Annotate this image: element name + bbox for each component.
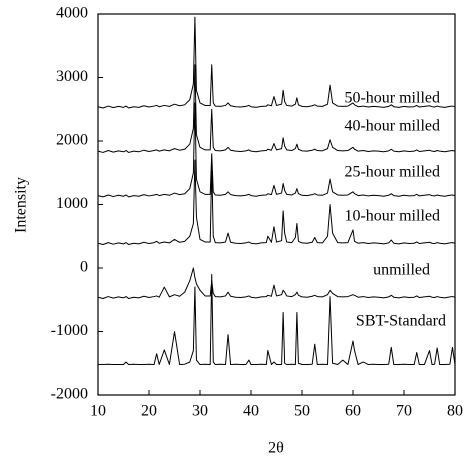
- x-tick-label: 60: [345, 403, 361, 420]
- x-tick-label: 20: [141, 403, 157, 420]
- y-axis-title: Intensity: [13, 177, 30, 233]
- x-tick-label: 80: [447, 403, 463, 420]
- x-tick-label: 30: [192, 403, 208, 420]
- y-tick-label: 0: [80, 259, 88, 276]
- x-tick-label: 70: [396, 403, 412, 420]
- series-label: 10-hour milled: [344, 208, 440, 225]
- x-tick-label: 50: [294, 403, 310, 420]
- plot-frame: [97, 13, 456, 396]
- y-tick-label: -2000: [51, 386, 88, 403]
- series-line: [97, 267, 456, 299]
- series-line: [97, 64, 456, 153]
- series-label: 40-hour milled: [344, 118, 440, 135]
- series-line: [97, 159, 456, 245]
- x-axis-title: 2θ: [268, 440, 284, 457]
- series-label: unmilled: [373, 262, 430, 279]
- x-tick-label: 40: [243, 403, 259, 420]
- series-label: 50-hour milled: [344, 90, 440, 107]
- y-tick-label: 1000: [56, 195, 88, 212]
- x-tick-label: 10: [90, 403, 106, 420]
- y-tick-label: 3000: [56, 68, 88, 85]
- series-line: [98, 273, 456, 366]
- y-tick-label: 2000: [56, 132, 88, 149]
- series-line: [97, 16, 456, 109]
- series-label: SBT-Standard: [356, 313, 446, 330]
- y-tick-label: -1000: [51, 322, 88, 339]
- series-label: 25-hour milled: [344, 164, 440, 181]
- series-line: [97, 102, 456, 198]
- y-tick-label: 4000: [56, 5, 88, 22]
